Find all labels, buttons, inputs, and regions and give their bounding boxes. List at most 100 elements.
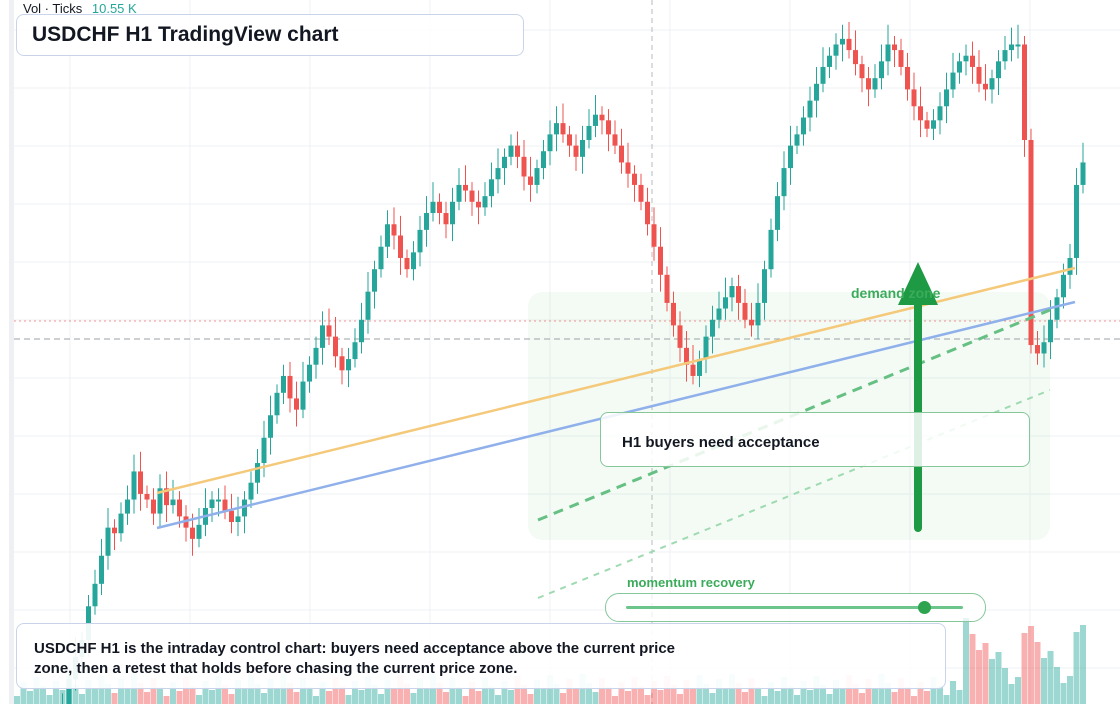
volume-bar <box>365 676 371 704</box>
volume-bar <box>352 681 358 704</box>
volume-bar <box>729 674 735 704</box>
candle-body <box>807 100 813 118</box>
candle-body <box>586 125 592 140</box>
volume-bar <box>989 659 995 704</box>
candle-body <box>612 134 618 146</box>
volume-bar <box>157 687 163 704</box>
volume-bar <box>170 682 176 704</box>
candle-body <box>443 213 449 225</box>
candle-body <box>333 336 338 357</box>
volume-bar <box>79 694 85 704</box>
momentum-thumb[interactable] <box>918 601 932 614</box>
candle-body <box>164 488 169 506</box>
volume-bar <box>514 676 521 704</box>
candle-body <box>359 319 364 343</box>
candle-body <box>976 66 982 84</box>
volume-bar <box>371 685 378 704</box>
volume-bar <box>501 681 508 704</box>
volume-bar <box>631 677 638 704</box>
candle-body <box>1080 162 1086 185</box>
volume-bar <box>163 696 170 704</box>
candle-body <box>157 488 163 514</box>
candle-body <box>729 286 735 298</box>
candle-body <box>827 55 832 67</box>
candle-body <box>560 123 566 135</box>
candle-body <box>287 375 293 399</box>
volume-bar <box>475 691 482 704</box>
volume-bar <box>930 677 937 704</box>
volume-bar <box>748 678 755 704</box>
candle-body <box>112 527 117 534</box>
volume-bar <box>319 682 326 704</box>
volume-bar <box>339 686 345 704</box>
volume-bar <box>982 643 989 704</box>
volume-bar <box>573 688 579 704</box>
candle-body <box>463 184 468 191</box>
volume-bar <box>215 676 222 704</box>
momentum-slider[interactable] <box>605 593 986 622</box>
candle-body <box>209 499 215 508</box>
volume-bar <box>85 680 92 704</box>
candle-body <box>931 120 936 129</box>
volume-bar <box>826 694 833 704</box>
candle-body <box>125 499 130 514</box>
chart-note: USDCHF H1 is the intraday control chart:… <box>16 623 946 689</box>
volume-legend: Vol · Ticks 10.55 K <box>23 1 137 16</box>
volume-bar <box>618 682 625 704</box>
volume-bar <box>774 691 781 704</box>
volume-bar <box>404 684 410 704</box>
candle-body <box>944 89 949 107</box>
candle-body <box>1035 345 1040 354</box>
candle-body <box>398 235 403 258</box>
volume-bar <box>46 695 53 704</box>
candle-body <box>144 493 150 500</box>
left-border <box>9 0 14 704</box>
candle-body <box>820 66 826 84</box>
candle-body <box>645 201 650 225</box>
volume-bar <box>1015 677 1021 704</box>
candle-body <box>456 184 462 202</box>
volume-legend-value: 10.55 K <box>91 1 137 16</box>
volume-bar <box>898 678 904 704</box>
volume-bar <box>755 687 761 704</box>
candle-body <box>853 50 858 65</box>
volume-bar <box>40 686 46 704</box>
volume-bar <box>72 685 79 704</box>
candle-body <box>606 120 611 135</box>
volume-bar <box>800 681 807 704</box>
volume-bar <box>651 681 657 704</box>
volume-bar <box>846 675 852 704</box>
candle-body <box>378 246 384 270</box>
volume-bar <box>488 686 495 704</box>
volume-bar <box>852 684 859 704</box>
candle-body <box>508 145 514 157</box>
volume-bar <box>443 692 449 704</box>
volume-bar <box>657 690 664 704</box>
volume-bar <box>384 680 391 704</box>
volume-bar <box>963 618 969 704</box>
candle-body <box>690 364 696 376</box>
candle-body <box>573 145 579 157</box>
volume-bar <box>261 693 267 704</box>
volume-bar <box>592 692 599 704</box>
volume-bar <box>267 679 274 704</box>
candle-body <box>196 524 202 539</box>
volume-bar <box>709 693 716 704</box>
volume-bar <box>33 677 40 704</box>
volume-bar <box>742 692 748 704</box>
volume-bar <box>118 679 124 704</box>
volume-bar <box>254 684 261 704</box>
volume-bar <box>664 676 670 704</box>
candle-body <box>300 381 306 410</box>
candle-body <box>768 229 774 270</box>
candle-body <box>502 156 507 169</box>
volume-bar <box>995 652 1002 704</box>
volume-bar <box>137 683 144 704</box>
candle-body <box>352 342 358 360</box>
volume-legend-label: Vol · Ticks <box>23 1 83 16</box>
candle-body <box>846 38 852 51</box>
candle-body <box>918 106 923 121</box>
volume-bar <box>872 688 878 704</box>
volume-bar <box>202 681 209 704</box>
volume-bar <box>378 694 384 704</box>
